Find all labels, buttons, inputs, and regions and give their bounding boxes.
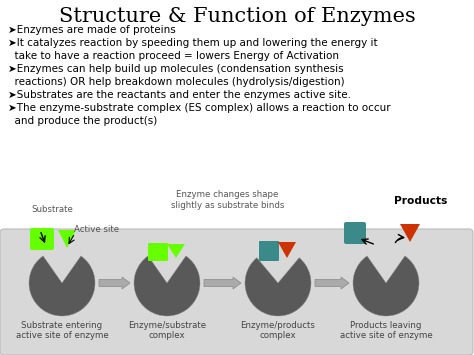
FancyBboxPatch shape [0,229,473,355]
Text: Products leaving
active site of enzyme: Products leaving active site of enzyme [340,321,432,340]
FancyBboxPatch shape [30,228,54,250]
Text: Structure & Function of Enzymes: Structure & Function of Enzymes [59,7,415,26]
FancyArrow shape [99,277,130,289]
Text: ➤Enzymes can help build up molecules (condensation synthesis: ➤Enzymes can help build up molecules (co… [8,64,344,74]
Wedge shape [29,256,95,316]
Text: Enzyme/substrate
complex: Enzyme/substrate complex [128,321,206,340]
Text: take to have a reaction proceed = lowers Energy of Activation: take to have a reaction proceed = lowers… [8,51,339,61]
Text: ➤Substrates are the reactants and enter the enzymes active site.: ➤Substrates are the reactants and enter … [8,90,351,100]
Text: Substrate entering
active site of enzyme: Substrate entering active site of enzyme [16,321,109,340]
Text: ➤Enzymes are made of proteins: ➤Enzymes are made of proteins [8,25,176,35]
Polygon shape [58,230,76,248]
FancyBboxPatch shape [344,222,366,244]
Wedge shape [245,258,311,316]
Text: Products: Products [394,196,447,206]
FancyArrow shape [315,277,349,289]
Text: Enzyme/products
complex: Enzyme/products complex [241,321,315,340]
Text: reactions) OR help breakdown molecules (hydrolysis/digestion): reactions) OR help breakdown molecules (… [8,77,345,87]
FancyBboxPatch shape [148,243,168,261]
Text: ➤It catalyzes reaction by speeding them up and lowering the energy it: ➤It catalyzes reaction by speeding them … [8,38,378,48]
Polygon shape [278,242,296,258]
Polygon shape [400,224,420,242]
FancyBboxPatch shape [259,241,279,261]
Wedge shape [134,256,200,316]
Text: Substrate: Substrate [31,205,73,214]
Wedge shape [353,256,419,316]
Text: and produce the product(s): and produce the product(s) [8,116,157,126]
FancyArrow shape [204,277,241,289]
Polygon shape [167,244,185,258]
Text: Enzyme changes shape
slightly as substrate binds: Enzyme changes shape slightly as substra… [171,190,284,210]
Text: ➤The enzyme-substrate complex (ES complex) allows a reaction to occur: ➤The enzyme-substrate complex (ES comple… [8,103,391,113]
Text: Active site: Active site [74,225,119,234]
